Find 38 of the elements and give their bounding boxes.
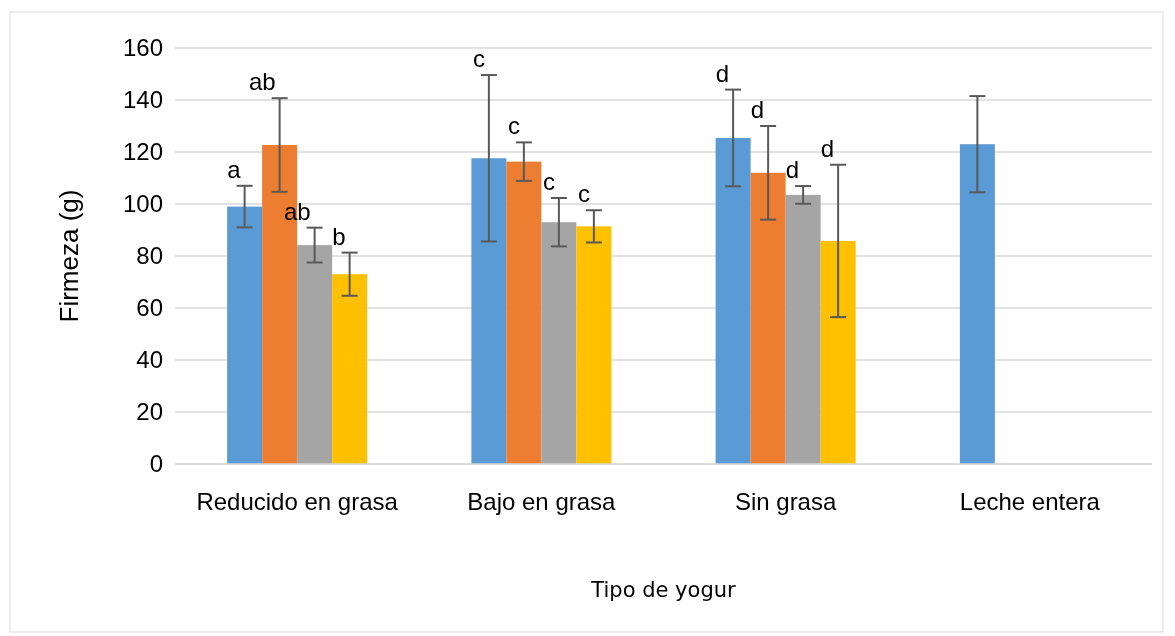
bar: [750, 172, 786, 464]
bar: [506, 161, 542, 464]
bar: [541, 222, 577, 464]
x-axis-title: Tipo de yogur: [590, 578, 737, 602]
annotation: d: [820, 134, 835, 162]
annotation: c: [542, 168, 555, 196]
bar: [576, 226, 612, 464]
y-tick-label: 0: [149, 450, 163, 478]
annotation: c: [577, 180, 590, 208]
bar: [785, 194, 821, 464]
annotation: c: [472, 45, 485, 73]
bar: [820, 240, 856, 464]
y-tick-label: 160: [122, 34, 163, 62]
y-tick-label: 100: [122, 190, 163, 218]
y-tick-label: 60: [136, 294, 163, 322]
x-tick-label: Reducido en grasa: [196, 488, 399, 515]
annotation: d: [715, 59, 730, 87]
annotation: c: [507, 112, 520, 140]
x-tick-label: Bajo en grasa: [467, 488, 617, 515]
x-tick-label: Leche entera: [959, 488, 1101, 515]
y-tick-label: 140: [122, 86, 163, 114]
annotation: b: [332, 222, 346, 250]
y-tick-label: 80: [136, 242, 163, 270]
y-tick-label: 20: [136, 398, 163, 426]
annotation: ab: [248, 68, 276, 96]
y-axis-title: Firmeza (g): [54, 189, 84, 323]
bar: [297, 245, 333, 464]
bar: [471, 158, 507, 464]
y-tick-label: 120: [122, 138, 163, 166]
annotation: a: [227, 155, 242, 183]
bar: [332, 274, 368, 464]
annotation: d: [750, 96, 765, 123]
bar: [715, 137, 751, 464]
annotation: d: [785, 156, 800, 184]
bar: [959, 144, 995, 464]
bar: [227, 206, 263, 464]
y-tick-label: 40: [136, 346, 163, 374]
x-tick-label: Sin grasa: [734, 488, 837, 515]
